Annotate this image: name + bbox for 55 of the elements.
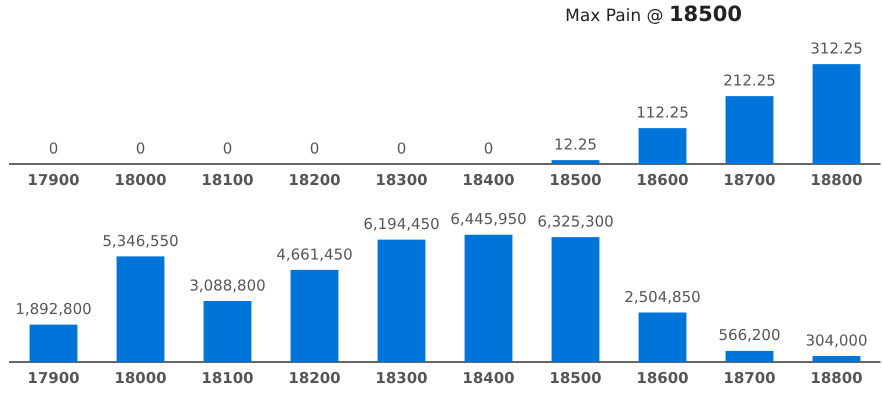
x-tick-label: 18600 [636,368,689,387]
x-tick-label: 18200 [288,368,341,387]
data-label: 212.25 [723,71,776,90]
data-label: 3,088,800 [189,276,266,294]
bar [552,160,600,164]
x-tick-label: 18400 [462,368,515,387]
data-label: 0 [222,139,232,158]
data-label: 12.25 [554,135,597,154]
x-tick-label: 18600 [636,170,689,189]
data-label: 112.25 [636,103,689,122]
chart-title: Max Pain @ 18500 [565,2,742,26]
data-label: 0 [310,139,320,158]
x-tick-label: 18000 [114,368,167,387]
bar [464,234,512,362]
bar [638,312,686,362]
data-label: 0 [484,139,494,158]
bar [290,270,338,362]
x-tick-label: 18100 [201,368,254,387]
x-tick-label: 18200 [288,170,341,189]
x-tick-label: 18800 [810,368,863,387]
data-label: 1,892,800 [15,300,92,318]
x-tick-label: 18100 [201,170,254,189]
bar [812,356,860,362]
data-label: 5,346,550 [102,232,179,250]
bar [378,240,426,362]
data-label: 312.25 [810,39,863,58]
bar [552,237,600,362]
x-tick-label: 18300 [375,170,428,189]
x-tick-label: 17900 [27,368,80,387]
x-tick-label: 18400 [462,170,515,189]
x-tick-label: 18800 [810,170,863,189]
data-label: 4,661,450 [276,245,353,264]
x-tick-label: 18300 [375,368,428,387]
bar [726,350,774,362]
bar [116,256,164,362]
bar [726,96,774,164]
data-label: 6,194,450 [363,215,440,234]
x-tick-label: 17900 [27,170,80,189]
x-tick-label: 18500 [549,170,602,189]
data-label: 0 [396,139,406,158]
x-tick-label: 18500 [549,368,602,387]
bar [638,128,686,164]
bar [30,324,78,362]
data-label: 0 [136,139,146,158]
data-label: 304,000 [805,331,868,350]
x-tick-label: 18700 [723,170,776,189]
bar [812,64,860,164]
data-label: 6,445,950 [450,210,527,228]
data-label: 566,200 [718,326,781,344]
data-label: 2,504,850 [624,288,701,306]
data-label: 6,325,300 [537,212,614,230]
data-label: 0 [48,139,58,158]
x-tick-label: 18000 [114,170,167,189]
bar [204,300,252,362]
x-tick-label: 18700 [723,368,776,387]
